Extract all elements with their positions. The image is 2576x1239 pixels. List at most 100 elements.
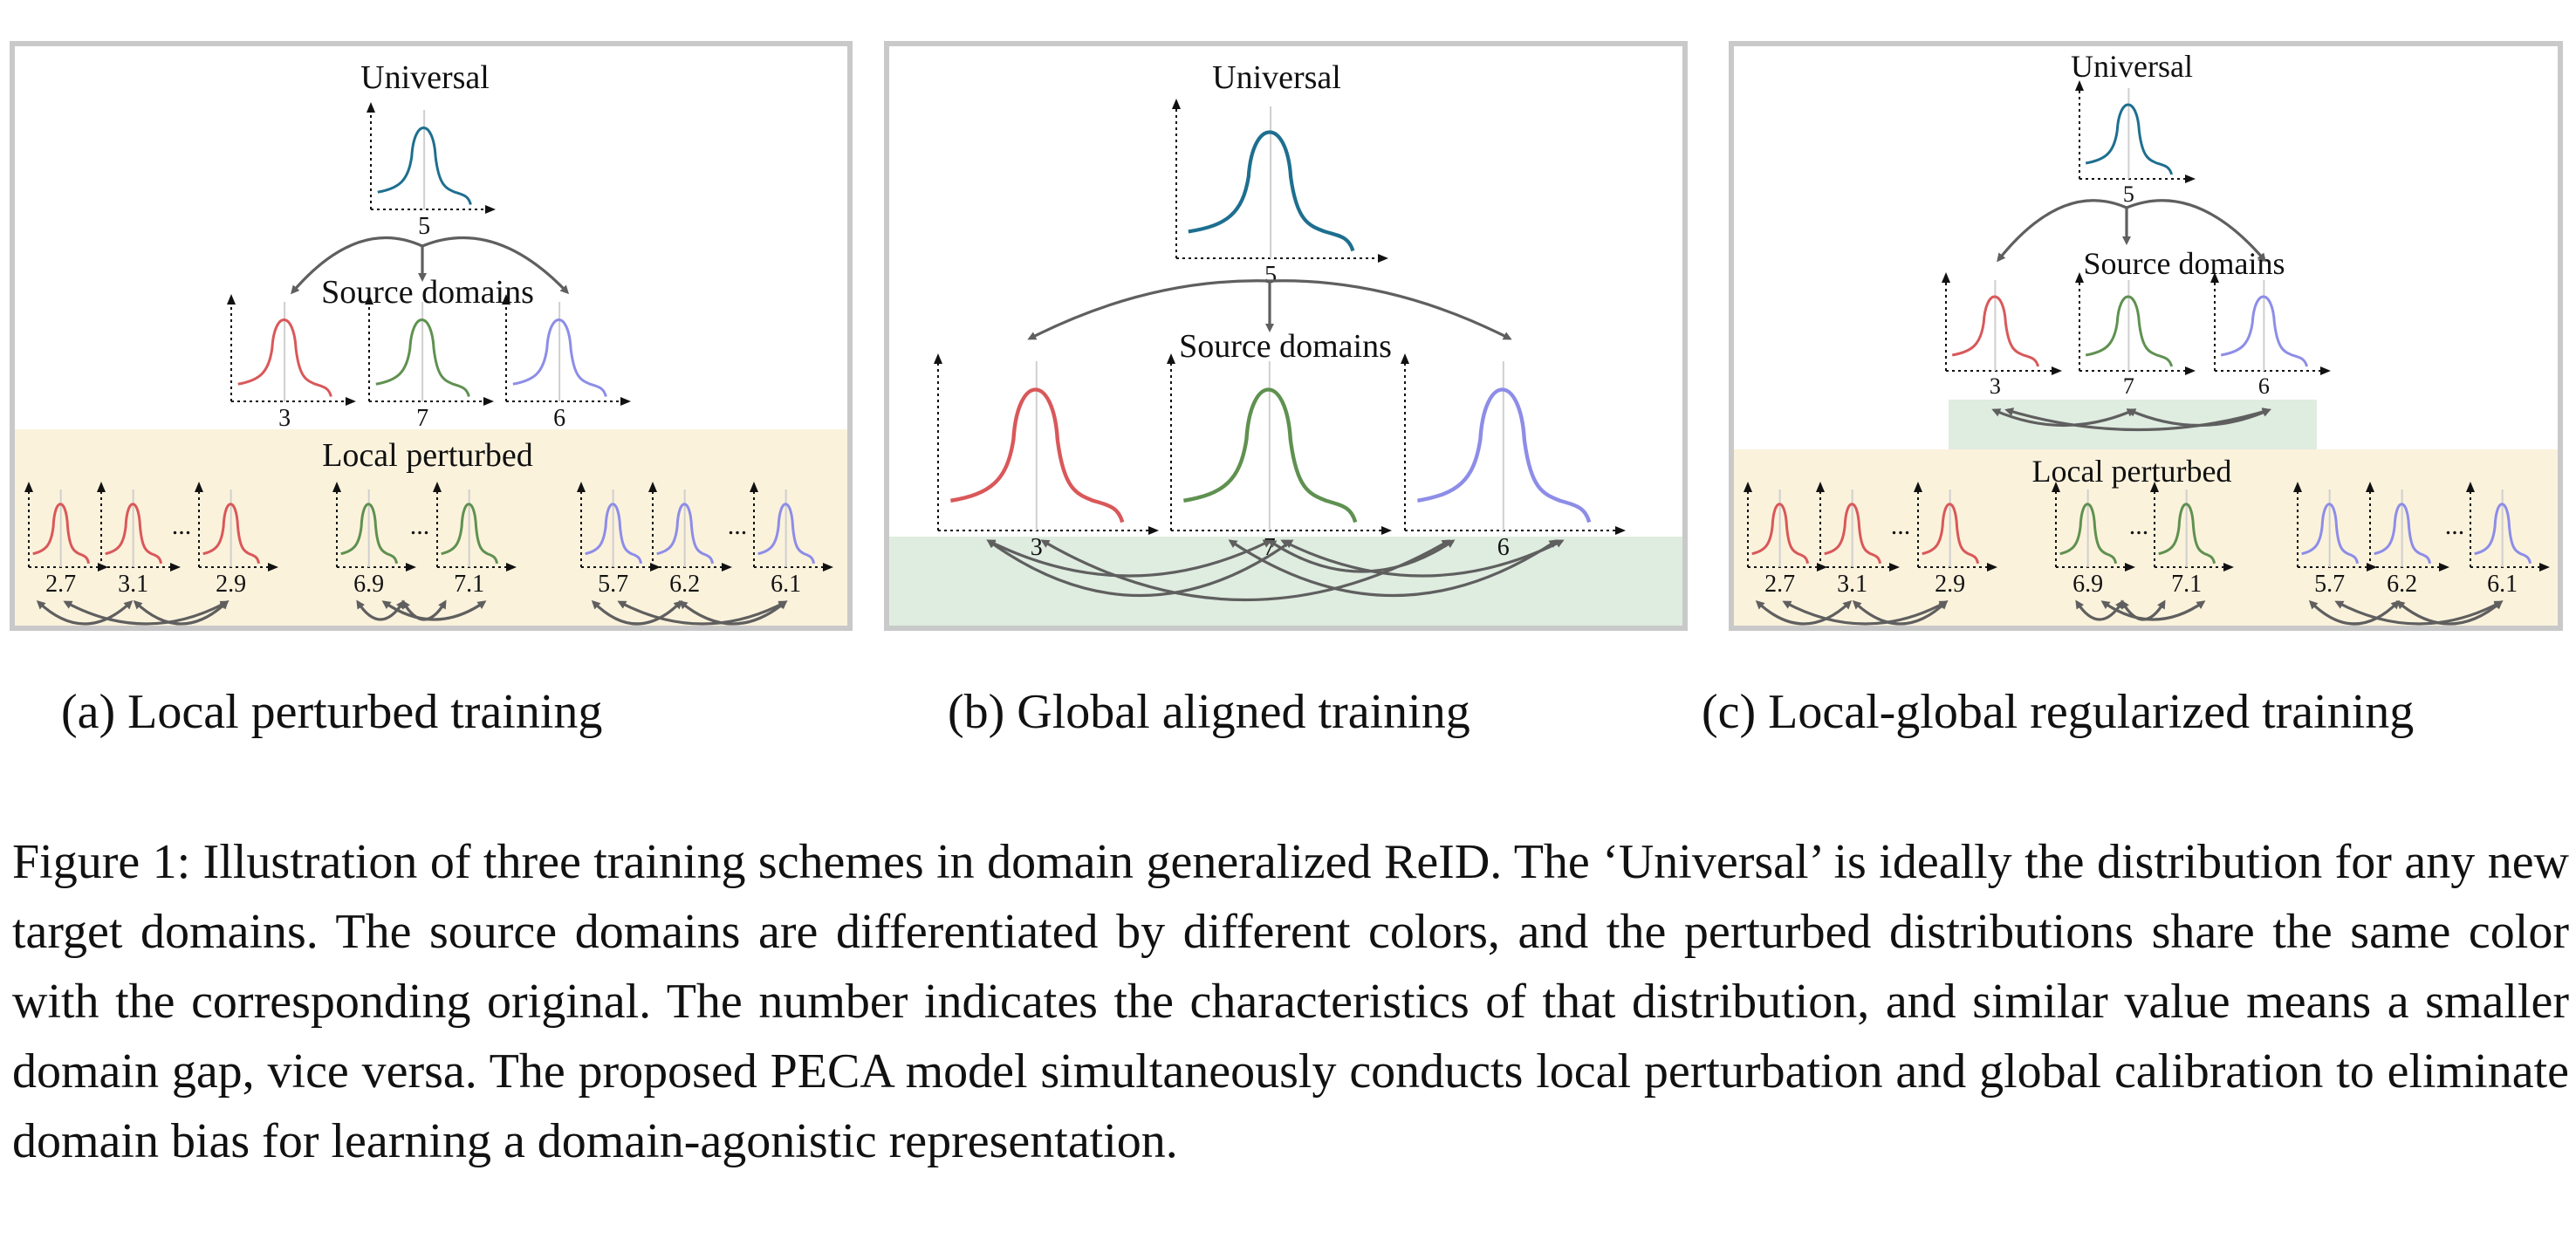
panel-b-right-arrow [1269, 279, 1512, 340]
panel-a-perturbed-blue-2: 6.2 [648, 482, 732, 598]
panel-c-universal-label: Universal [2071, 49, 2193, 84]
panel-c-source-distribution-3-value: 6 [2258, 373, 2270, 399]
panel-c-right-arrow [2126, 199, 2266, 263]
panel-b-universal-label: Universal [1212, 59, 1341, 96]
panel-a-perturbed-green-1: 6.9 [332, 482, 416, 598]
panel-a-perturbed-red-1-value: 2.7 [45, 571, 76, 598]
panel-c-perturbed-red-1-value: 2.7 [1764, 571, 1795, 598]
panel-a-perturbed-red-2-value: 3.1 [118, 571, 148, 598]
panel-b-global-arc-4 [1267, 539, 1456, 573]
panel-a-perturbed-blue-3-curve [757, 503, 816, 565]
panel-a-perturbed-red-1: 2.7 [24, 482, 108, 598]
panel-a-perturbed-red-3-curve [202, 503, 261, 565]
panel-c-blue-local-arc-1 [2308, 599, 2401, 626]
panel-b-left-arrow [1027, 279, 1271, 340]
panel-c-aligned-band [1949, 400, 2317, 449]
panel-a-right-arrow [421, 236, 570, 295]
panel-a-perturbed-red-3-value: 2.9 [216, 571, 246, 598]
panel-c-universal-distribution-value: 5 [2123, 181, 2134, 207]
panel-b-source-distribution-1-value: 3 [1031, 534, 1043, 561]
panel-b-global-arc-3 [1228, 539, 1559, 597]
panel-c-caption: (c) Local-global regularized training [1702, 685, 2415, 739]
panel-b-universal-distribution-curve [1188, 130, 1355, 252]
panel-a [10, 41, 853, 631]
panel-a-blue-local-arc-1 [591, 599, 683, 626]
panel-a-source-distribution-1-curve [237, 318, 332, 397]
panel-c-source-label: Source domains [2084, 246, 2285, 281]
panel-c-perturbed-red-2-value: 3.1 [1837, 571, 1867, 598]
panel-c-perturbed-red-1-curve [1751, 503, 1810, 565]
panel-a-perturbed-red-2-curve [105, 503, 163, 565]
panel-a-source-distribution-2-curve [375, 318, 470, 397]
panel-c-perturbed-blue-3-value: 6.1 [2487, 571, 2518, 598]
panel-b-source-label: Source domains [1179, 328, 1392, 365]
panel-c-universal-distribution-curve [2085, 103, 2174, 175]
panel-b-global-arc-1 [986, 539, 1294, 597]
panel-a-perturbed-red-1-curve [32, 503, 91, 565]
panel-a-source-distribution-2-value: 7 [416, 405, 428, 432]
panel-a-perturbed-red-2: 3.1 [97, 482, 181, 598]
panel-c-green-local-arc-3 [2100, 600, 2206, 621]
panel-c-global-arc-2 [2004, 407, 2271, 432]
panel-c-source-distribution-2-value: 7 [2123, 373, 2134, 399]
panel-c-perturbed-red-3-curve [1922, 503, 1980, 565]
panel-a-perturbed-green-1-value: 6.9 [353, 571, 384, 598]
panel-c-perturbed-blue-2-curve [2374, 503, 2432, 565]
panel-c-blue-local-arc-2 [2334, 600, 2504, 626]
panel-a-perturbed-blue-2-value: 6.2 [669, 571, 700, 598]
panel-b-source-distribution-3-curve [1417, 387, 1592, 524]
panel-a-source-label: Source domains [321, 274, 534, 311]
panel-c-perturbed-red-2: 3.1 [1816, 482, 1900, 598]
panel-c-red-local-arc-1 [1755, 599, 1853, 626]
panel-a-perturbed-green-1-curve [340, 503, 399, 565]
panel-c-perturbed-blue-2: 6.2 [2366, 482, 2449, 598]
panel-c-perturbed-green-2-curve [2158, 503, 2216, 565]
panel-b-source-distribution-3-value: 6 [1497, 534, 1510, 561]
panel-a-perturbed-blue-2-curve [656, 503, 715, 565]
panel-c-perturbed-band [1734, 449, 2558, 626]
panel-c-perturbed-blue-2-value: 6.2 [2387, 571, 2417, 598]
panel-c-source-distribution-2: 7 [2075, 272, 2196, 399]
panel-a-perturbed-green-2-value: 7.1 [454, 571, 484, 598]
panel-a-perturbed-blue-1: 5.7 [577, 482, 661, 598]
panel-c-perturbed-blue-3: 6.1 [2466, 482, 2550, 598]
panel-a-universal-distribution-curve [377, 127, 472, 205]
panel-c-perturbed-blue-1-curve [2301, 503, 2360, 565]
distribution-graphics: 5 3 7 6 2.7 3.1 2.9 6.9 7.1 5.7 6.2 6.1...... ... 5 3 7… [24, 80, 2550, 626]
panel-c-perturbed-red-3-value: 2.9 [1935, 571, 1965, 598]
panel-a-universal-label: Universal [360, 59, 490, 96]
panel-c-perturbed-blue-1-value: 5.7 [2314, 571, 2345, 598]
panel-a-red-local-arc-3 [133, 599, 230, 626]
panel-c-perturbed-green-1-value: 6.9 [2072, 571, 2103, 598]
panel-a-left-arrow [291, 236, 423, 295]
panel-b-source-distribution-1-curve [950, 387, 1125, 524]
panel-a-perturbed-blue-3-value: 6.1 [771, 571, 801, 598]
panel-a-green-local-arc-3 [381, 600, 487, 621]
panel-c-perturbed-green-1-curve [2059, 503, 2118, 565]
panel-c-perturbed-blue-1: 5.7 [2293, 482, 2377, 598]
panel-a-perturbed-green-2-curve [441, 503, 499, 565]
panel-a-red-local-arc-2 [63, 600, 230, 626]
panel-a-universal-distribution: 5 [367, 102, 496, 240]
panel-c-green-ellipsis: ... [2129, 511, 2149, 540]
panel-c-perturbed-red-2-curve [1824, 503, 1882, 565]
figure-caption: Figure 1: Illustration of three training… [12, 835, 2569, 1168]
panel-c [1729, 41, 2563, 631]
figure-illustration: Universal Source domains Local perturbed… [10, 41, 2563, 631]
panel-a-blue-local-arc-2 [617, 600, 788, 626]
panel-a-caption: (a) Local perturbed training [61, 685, 603, 739]
panel-a-perturbed-blue-1-curve [585, 503, 643, 565]
panel-c-perturbed-green-1: 6.9 [2052, 482, 2135, 598]
panel-c-red-local-arc-3 [1852, 599, 1949, 626]
panel-c-source-distribution-2-curve [2085, 295, 2174, 367]
panel-a-perturbed-label: Local perturbed [322, 437, 533, 474]
panel-a-perturbed-blue-3: 6.1 [750, 482, 833, 598]
panel-a-universal-distribution-value: 5 [418, 213, 430, 240]
panel-a-blue-ellipsis: ... [728, 511, 748, 540]
panel-a-perturbed-blue-1-value: 5.7 [598, 571, 628, 598]
panel-a-source-distribution-2: 7 [365, 294, 494, 432]
panel-c-global-arc-3 [2127, 408, 2271, 428]
panel-c-red-ellipsis: ... [1891, 511, 1911, 540]
panel-c-source-distribution-1-value: 3 [1990, 373, 2001, 399]
panel-b-global-arc-5 [986, 539, 1272, 578]
